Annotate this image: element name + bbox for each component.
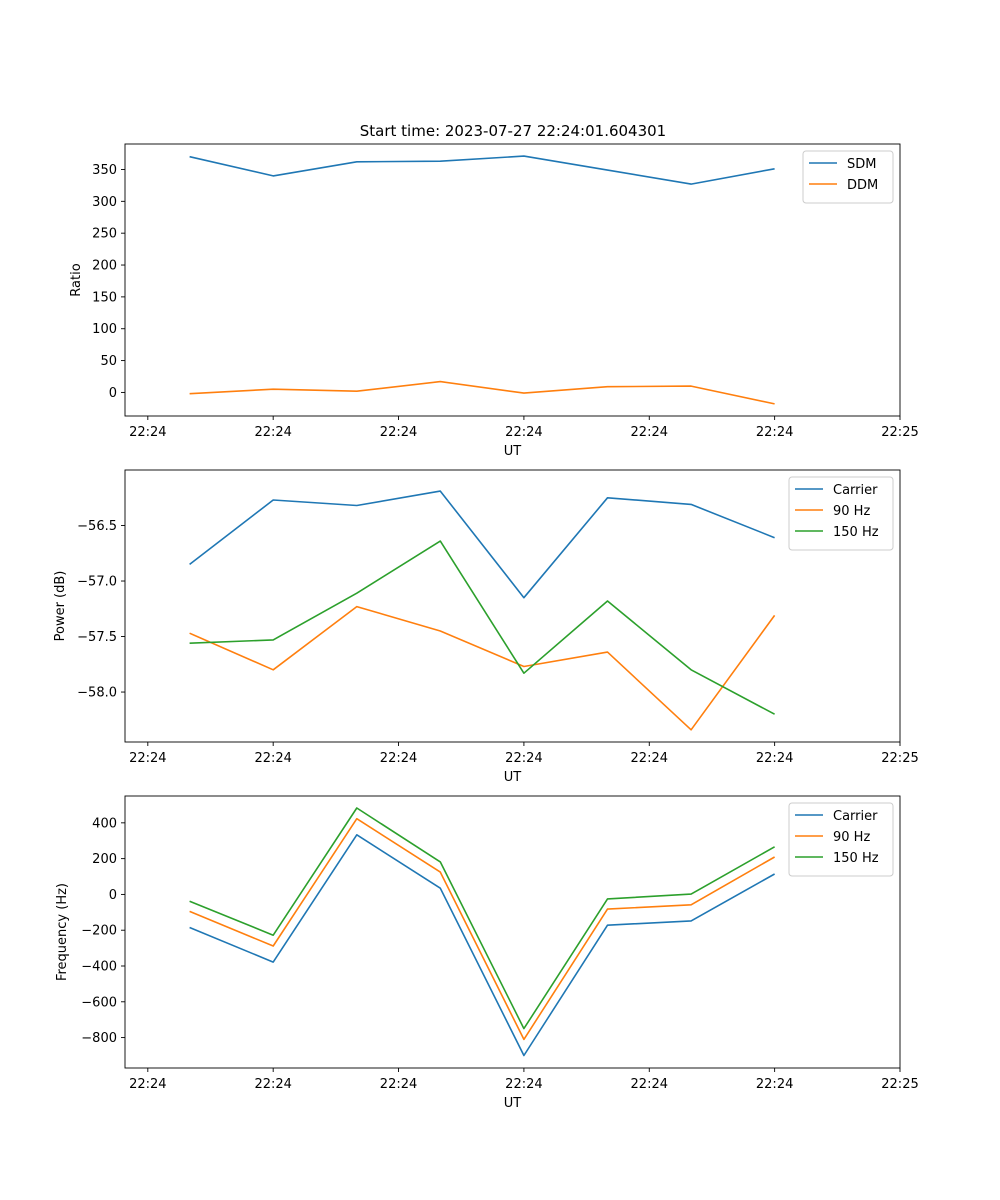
legend: Carrier 90 Hz 150 Hz [788, 802, 894, 877]
subplot-2: −58.0 −57.5 −57.0 −56.5 22:24 22:24 22:24 22:24… [53, 469, 919, 785]
x-tick-label: 22:24 [380, 751, 417, 766]
x-tick-label: 22:24 [254, 1077, 291, 1092]
y-tick-label: 0 [109, 888, 117, 903]
axes-frame [124, 143, 901, 417]
x-tick-label: 22:25 [881, 751, 918, 766]
y-tick-label: −56.5 [77, 519, 117, 534]
series-line-carrier [189, 490, 775, 599]
x-tick-label: 22:24 [756, 425, 793, 440]
legend: SDM DDM [802, 150, 894, 204]
y-axis-label: Ratio [69, 263, 84, 296]
legend-label-90-hz: 90 Hz [833, 504, 870, 519]
y-tick-label: −57.0 [77, 575, 117, 590]
x-tick-label: 22:24 [380, 425, 417, 440]
series-line-150-hz [189, 540, 775, 715]
figure-title: Start time: 2023-07-27 22:24:01.604301 [360, 122, 666, 140]
x-tick-label: 22:24 [631, 425, 668, 440]
x-tick-label: 22:24 [631, 1077, 668, 1092]
y-tick-label: 150 [92, 290, 117, 305]
legend-label-sdm: SDM [847, 157, 876, 172]
x-tick-label: 22:25 [881, 425, 918, 440]
legend-label-carrier: Carrier [833, 809, 878, 824]
y-tick-label: 100 [92, 322, 117, 337]
subplot-1: 0 50 100 150 200 250 300 350 22:24 22:24 22:24 22:2… [69, 143, 919, 459]
legend-label-ddm: DDM [847, 178, 878, 193]
series-line-carrier [189, 833, 775, 1057]
x-tick-label: 22:24 [505, 1077, 542, 1092]
x-tick-label: 22:24 [380, 1077, 417, 1092]
x-tick-label: 22:24 [505, 425, 542, 440]
y-tick-label: −57.5 [77, 630, 117, 645]
x-tick-label: 22:24 [756, 1077, 793, 1092]
y-tick-label: 0 [109, 386, 117, 401]
y-tick-label: 200 [92, 259, 117, 274]
x-tick-label: 22:24 [254, 751, 291, 766]
y-axis-label: Power (dB) [53, 571, 68, 642]
y-tick-label: 350 [92, 163, 117, 178]
x-tick-label: 22:24 [129, 425, 166, 440]
legend-label-carrier: Carrier [833, 483, 878, 498]
y-tick-label: −200 [81, 924, 117, 939]
y-tick-label: 200 [92, 852, 117, 867]
legend: Carrier 90 Hz 150 Hz [788, 476, 894, 551]
series-line-sdm [189, 155, 775, 185]
y-tick-label: −58.0 [77, 686, 117, 701]
y-tick-label: −800 [81, 1031, 117, 1046]
x-tick-label: 22:24 [129, 1077, 166, 1092]
y-tick-label: 400 [92, 816, 117, 831]
series-line-ddm [189, 380, 775, 405]
series-line-90-hz [189, 817, 775, 1041]
y-axis-label: Frequency (Hz) [55, 883, 70, 981]
series-line-90-hz [189, 605, 776, 731]
legend-label-150-hz: 150 Hz [833, 525, 879, 540]
x-tick-label: 22:24 [129, 751, 166, 766]
legend-label-90-hz: 90 Hz [833, 830, 870, 845]
series-line-150-hz [189, 807, 775, 1030]
y-tick-label: 300 [92, 195, 117, 210]
subplot-3: −800 −600 −400 −200 0 200 400 22:24 22:24 22:24 22… [55, 795, 919, 1111]
y-tick-label: −400 [81, 960, 117, 975]
x-axis-label: UT [504, 444, 522, 459]
x-tick-label: 22:24 [756, 751, 793, 766]
x-axis-label: UT [504, 770, 522, 785]
x-tick-label: 22:24 [631, 751, 668, 766]
x-tick-label: 22:24 [505, 751, 542, 766]
x-axis-label: UT [504, 1096, 522, 1111]
legend-frame [802, 150, 894, 204]
y-tick-label: 50 [100, 354, 117, 369]
axes-frame [124, 795, 901, 1069]
plots-container: 0 50 100 150 200 250 300 350 22:24 22:24 22:24 22:2… [53, 143, 919, 1111]
x-tick-label: 22:24 [254, 425, 291, 440]
y-tick-label: 250 [92, 227, 117, 242]
axes-frame [124, 469, 901, 743]
legend-label-150-hz: 150 Hz [833, 851, 879, 866]
x-tick-label: 22:25 [881, 1077, 918, 1092]
y-tick-label: −600 [81, 995, 117, 1010]
